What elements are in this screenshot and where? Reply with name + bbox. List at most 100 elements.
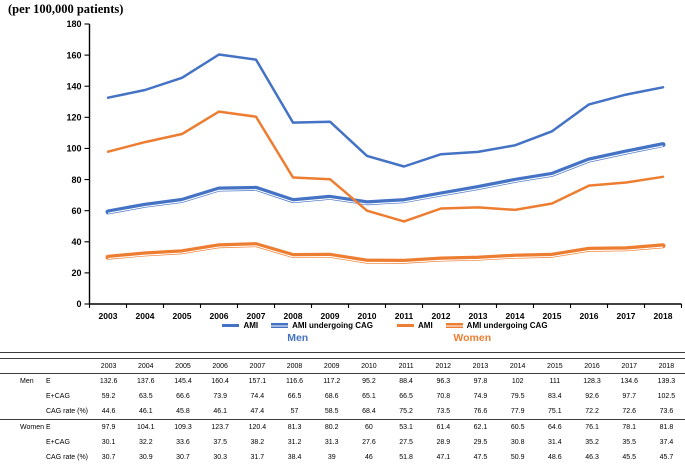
- year-header: 2016: [573, 359, 611, 374]
- value-cell: 111: [549, 378, 561, 385]
- y-tick-label: 100: [66, 144, 81, 154]
- year-header: 2003: [90, 359, 128, 374]
- value-cell: 27.6: [362, 439, 376, 446]
- value-cell: 66.5: [399, 393, 413, 400]
- value-cell: 66.5: [287, 393, 302, 400]
- value-cell: 97.9: [101, 424, 116, 431]
- value-cell: 30.1: [101, 439, 116, 446]
- series-line-women-cag: [105, 242, 666, 264]
- legend-label-men-ami: AMI: [243, 321, 259, 330]
- value-cell: 48.6: [536, 450, 573, 464]
- x-tick-label: 2004: [136, 311, 155, 321]
- value-cell: 145.4: [174, 378, 192, 385]
- value-cell: 102: [511, 378, 524, 385]
- value-cell: 120.4: [248, 424, 267, 431]
- year-header: 2015: [536, 359, 574, 374]
- legend-group-label-women: Women: [453, 332, 492, 344]
- table-corner: [0, 359, 46, 374]
- value-cell: 31.3: [324, 439, 339, 446]
- value-cell: 123.7: [211, 424, 229, 431]
- value-cell: 74.4: [250, 393, 265, 400]
- value-cell: 35.5: [622, 439, 637, 446]
- women-ami-line-icon: [397, 324, 414, 327]
- legend-label-women-cag: AMI undergoing CAG: [466, 321, 548, 330]
- value-cell: 35.2: [585, 439, 599, 446]
- value-cell: 97.7: [622, 393, 637, 400]
- x-tick-label: 2008: [284, 311, 303, 321]
- value-cell: 65.1: [362, 393, 376, 400]
- year-header: 2010: [350, 359, 388, 374]
- value-cell: 30.7: [90, 450, 127, 464]
- value-cell: 68.6: [324, 393, 339, 400]
- legend-group-men: AMI AMI undergoing CAG Men: [222, 321, 373, 344]
- value-cell: 139.3: [657, 378, 676, 385]
- y-tick-label: 40: [71, 237, 81, 247]
- value-cell: 73.6: [647, 404, 685, 420]
- men-ami-line-icon: [222, 324, 240, 327]
- row-label: E+CAG: [46, 393, 70, 400]
- value-cell: 58.5: [313, 404, 351, 420]
- value-cell: 75.1: [536, 404, 574, 420]
- value-cell: 92.6: [585, 393, 599, 400]
- value-cell: 137.6: [137, 378, 155, 385]
- x-tick-label: 2003: [99, 311, 118, 321]
- y-tick-label: 80: [71, 175, 81, 185]
- value-cell: 116.6: [286, 378, 304, 385]
- value-cell: 59.2: [101, 393, 116, 400]
- x-tick-label: 2006: [210, 311, 229, 321]
- row-label: E: [46, 424, 51, 431]
- year-header: 2013: [461, 359, 500, 374]
- value-cell: 95.2: [362, 378, 376, 385]
- series-line-men-cag: [105, 142, 666, 215]
- value-cell: 76.6: [461, 404, 500, 420]
- value-cell: 38.4: [276, 450, 313, 464]
- year-header: 2012: [424, 359, 462, 374]
- year-header: 2017: [610, 359, 648, 374]
- value-cell: 132.6: [99, 378, 118, 385]
- year-header: 2004: [127, 359, 165, 374]
- value-cell: 68.4: [350, 404, 388, 420]
- value-cell: 47.1: [425, 450, 462, 464]
- x-tick-label: 2005: [173, 311, 192, 321]
- value-cell: 66.6: [176, 393, 190, 400]
- year-header: 2008: [275, 359, 314, 374]
- value-cell: 47.5: [462, 450, 499, 464]
- value-cell: 72.2: [573, 404, 611, 420]
- value-cell: 72.6: [610, 404, 648, 420]
- y-tick-label: 160: [66, 50, 81, 60]
- data-table: 2003 2004 2005 2006 2007 2008 2009 2010 2011 2012…: [0, 352, 685, 464]
- year-header: 2011: [387, 359, 425, 374]
- y-axis-title: (per 100,000 patients): [8, 2, 124, 16]
- value-cell: 30.3: [202, 450, 239, 464]
- row-label: CAG rate (%): [46, 404, 90, 420]
- value-cell: 60: [365, 424, 373, 431]
- value-cell: 60.5: [510, 424, 525, 431]
- legend-entry-women-ami: AMI: [397, 321, 433, 330]
- value-cell: 39: [313, 450, 350, 464]
- value-cell: 74.9: [473, 393, 488, 400]
- x-tick-label: 2015: [543, 311, 562, 321]
- value-cell: 33.6: [176, 439, 190, 446]
- value-cell: 30.8: [510, 439, 525, 446]
- value-cell: 157.1: [248, 378, 267, 385]
- value-cell: 80.2: [324, 424, 339, 431]
- value-cell: 96.3: [436, 378, 451, 385]
- legend-entry-men-cag: AMI undergoing CAG: [271, 321, 373, 330]
- value-cell: 64.6: [548, 424, 562, 431]
- value-cell: 31.7: [239, 450, 276, 464]
- value-cell: 47.4: [238, 404, 276, 420]
- group-label: [0, 435, 46, 450]
- year-header: 2014: [499, 359, 537, 374]
- legend-label-women-ami: AMI: [418, 321, 433, 330]
- value-cell: 46.3: [573, 450, 610, 464]
- y-axis-ticks: 0 20 40 60 80 100 120 140 160 180: [66, 19, 90, 309]
- x-tick-label: 2014: [506, 311, 525, 321]
- legend-entry-women-cag: AMI undergoing CAG: [445, 321, 548, 330]
- value-cell: 128.3: [583, 378, 601, 385]
- x-tick-label: 2011: [395, 311, 414, 321]
- row-label: E+CAG: [46, 439, 70, 446]
- data-table-grid: 2003 2004 2005 2006 2007 2008 2009 2010 2011 2012…: [0, 358, 685, 464]
- table-corner: [46, 359, 90, 374]
- women-cag-line-icon: [445, 322, 463, 329]
- legend-entries-men: AMI AMI undergoing CAG: [222, 321, 373, 330]
